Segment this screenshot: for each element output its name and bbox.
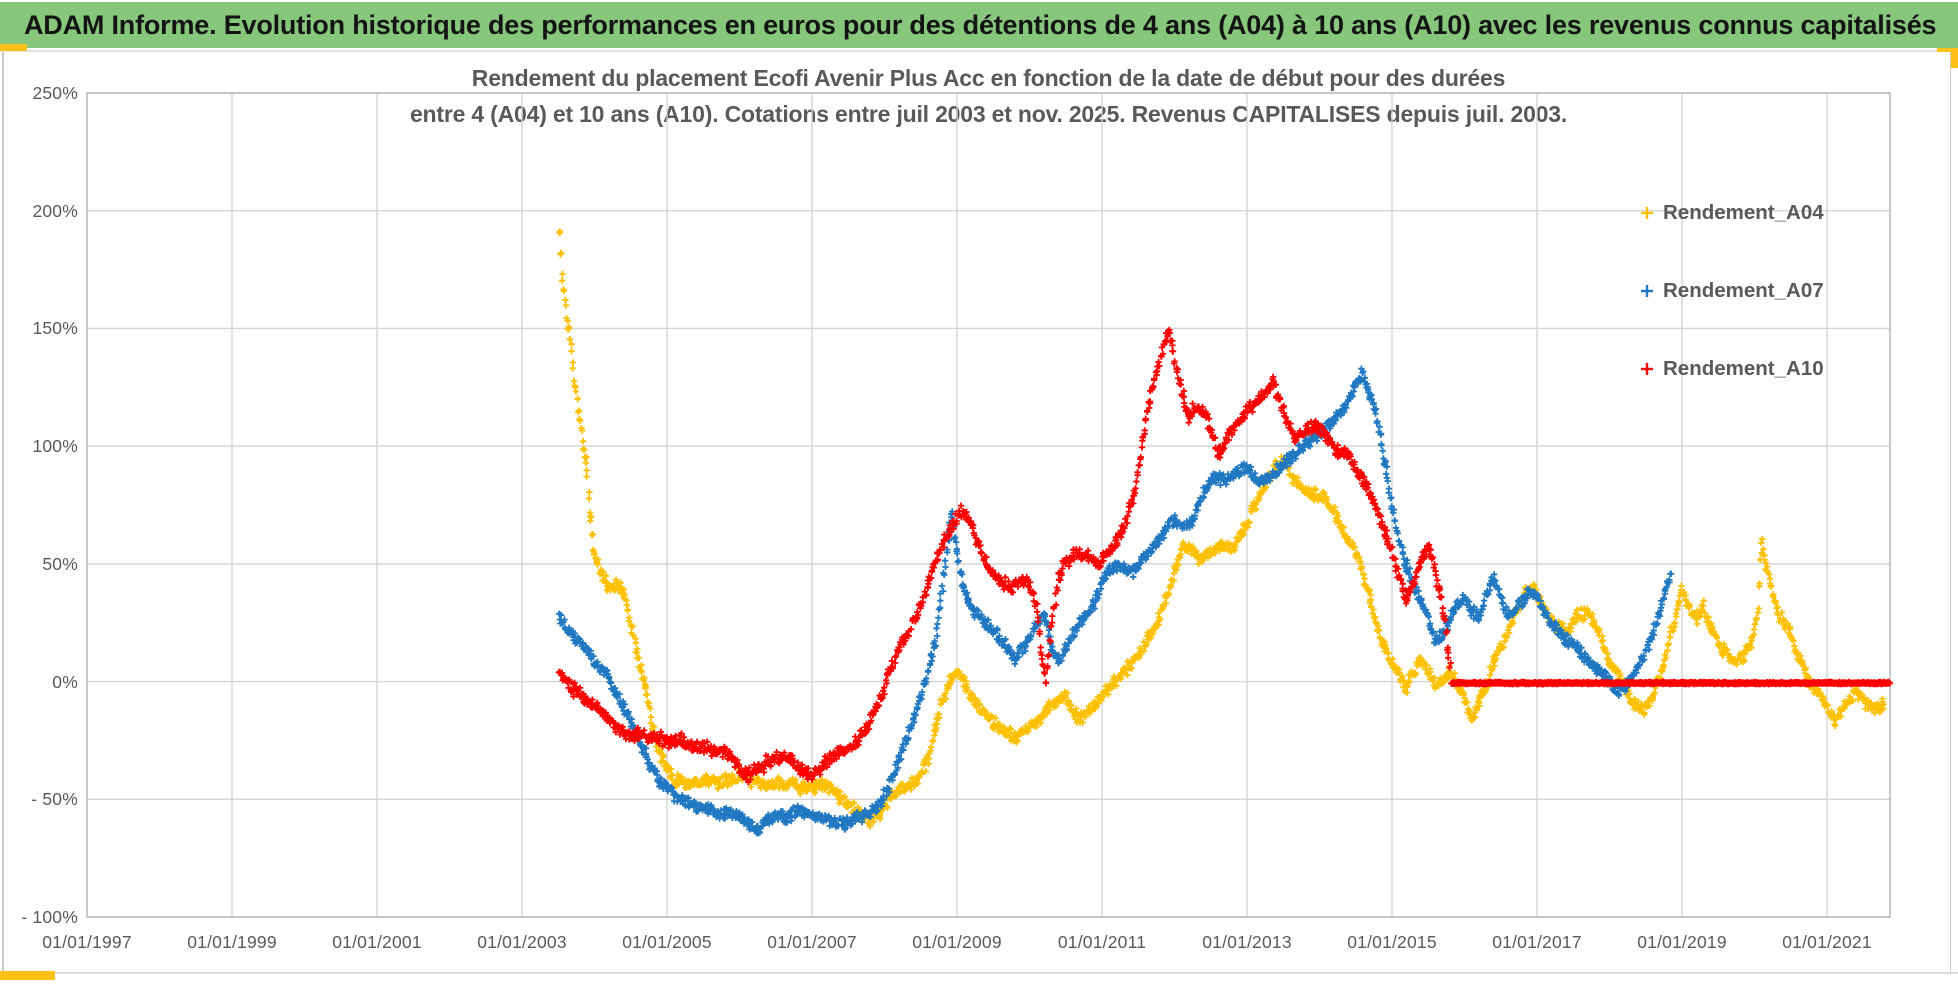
plus-marker-icon <box>1641 207 1653 219</box>
legend-label: Rendement_A10 <box>1663 357 1824 380</box>
x-axis-label: 01/01/2003 <box>477 932 567 952</box>
legend-item-Rendement_A07[interactable]: Rendement_A07 <box>1640 276 1824 306</box>
chart-title: Rendement du placement Ecofi Avenir Plus… <box>87 60 1890 132</box>
legend-label: Rendement_A04 <box>1663 201 1824 224</box>
x-axis-label: 01/01/2017 <box>1492 932 1582 952</box>
legend-label: Rendement_A07 <box>1663 279 1824 302</box>
y-axis-label: 0% <box>52 671 78 692</box>
page-title: ADAM Informe. Evolution historique des p… <box>24 9 1937 40</box>
x-axis-label: 01/01/2013 <box>1202 932 1292 952</box>
y-axis-label: 150% <box>32 318 78 339</box>
header-bar: ADAM Informe. Evolution historique des p… <box>0 2 1958 48</box>
header-divider <box>0 50 1958 52</box>
series-Rendement_A04 <box>556 228 1887 830</box>
legend-item-Rendement_A04[interactable]: Rendement_A04 <box>1640 198 1824 228</box>
gridlines <box>86 92 1890 918</box>
legend-item-Rendement_A10[interactable]: Rendement_A10 <box>1640 354 1824 384</box>
left-border <box>2 52 4 972</box>
plus-marker-icon <box>1641 363 1653 375</box>
accent-sliver-top-right <box>1949 48 1958 68</box>
series-Rendement_A07 <box>556 365 1675 837</box>
accent-block-top-left <box>0 44 27 51</box>
x-axis-label: 01/01/1999 <box>187 932 277 952</box>
x-axis-label: 01/01/2011 <box>1057 932 1147 952</box>
bottom-divider <box>0 972 1958 974</box>
x-axis-label: 01/01/2021 <box>1782 932 1872 952</box>
series-Rendement_A10 <box>555 326 1454 786</box>
chart-title-line1: Rendement du placement Ecofi Avenir Plus… <box>471 65 1506 91</box>
plus-marker-icon <box>1641 285 1653 297</box>
y-axis-label: 200% <box>32 200 78 221</box>
right-border <box>1949 52 1951 972</box>
accent-block-bottom-left <box>0 971 55 980</box>
y-axis-label: - 100% <box>21 907 78 927</box>
x-axis-label: 01/01/1997 <box>42 932 132 952</box>
y-axis-label: 100% <box>32 436 78 457</box>
y-axis-label: 250% <box>32 83 78 103</box>
chart-area <box>4 52 1950 972</box>
y-axis-label: 50% <box>42 553 78 574</box>
x-axis-label: 01/01/2015 <box>1347 932 1437 952</box>
x-axis-label: 01/01/2009 <box>912 932 1002 952</box>
series-Rendement_A10-zero-markers <box>1448 678 1894 688</box>
plot-border <box>86 92 1891 918</box>
x-axis-label: 01/01/2001 <box>332 932 422 952</box>
chart-title-line2: entre 4 (A04) et 10 ans (A10). Cotations… <box>409 101 1568 127</box>
y-axis-label: - 50% <box>31 789 78 810</box>
x-axis-label: 01/01/2019 <box>1637 932 1727 952</box>
x-axis-label: 01/01/2005 <box>622 932 712 952</box>
x-axis-label: 01/01/2007 <box>767 932 857 952</box>
